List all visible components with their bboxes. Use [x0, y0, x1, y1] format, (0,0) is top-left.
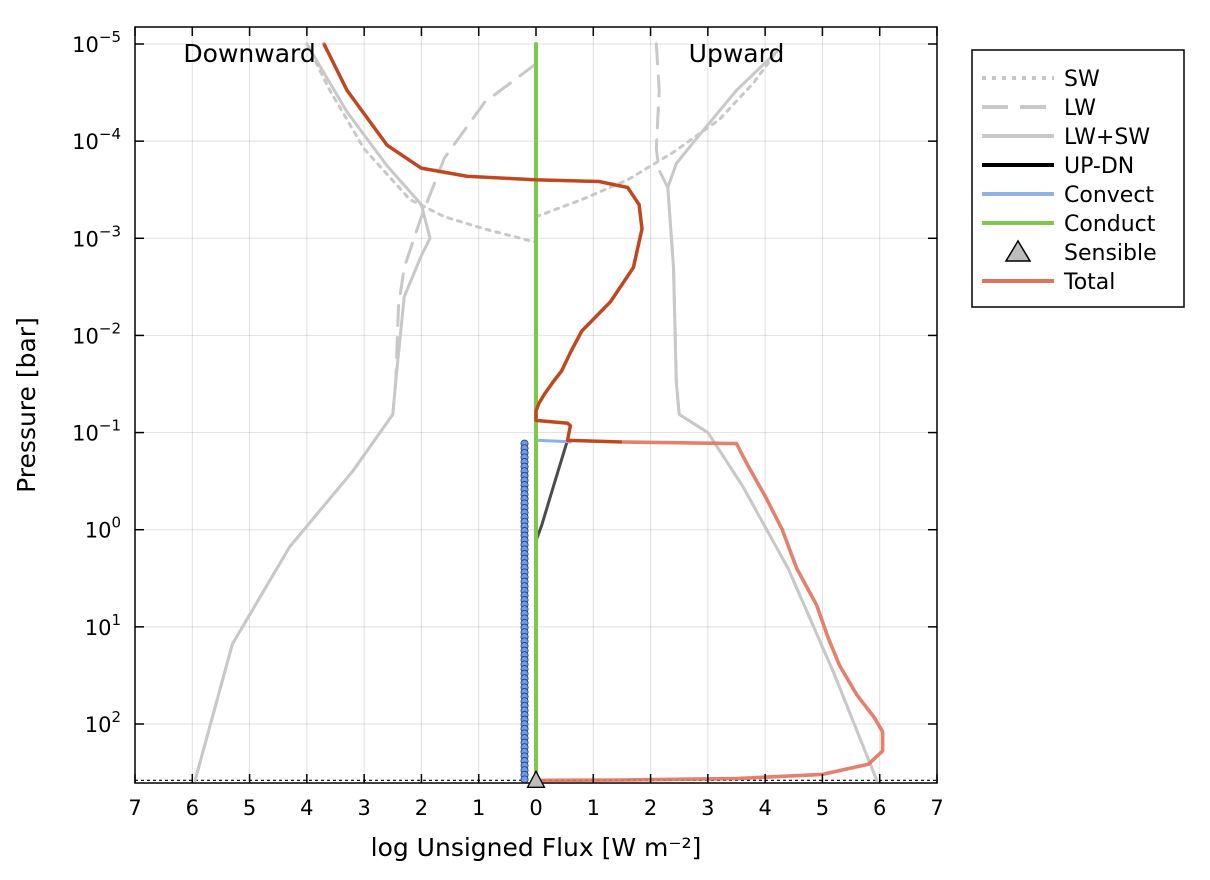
x-tick-label: 3: [357, 796, 370, 820]
legend-label: LW+SW: [1064, 125, 1150, 150]
y-tick-label: 100: [85, 514, 121, 543]
y-tick-label: 101: [85, 611, 121, 640]
series-total: [322, 42, 885, 783]
x-tick-label: 4: [300, 796, 313, 820]
annotation-downward: Downward: [183, 39, 315, 68]
legend-label: Conduct: [1064, 212, 1156, 237]
series-lw: [193, 62, 538, 782]
ticks: 7 6 5 4 3 2 1 0 1 2 3 4 5 6 710−510−410−310−210−110010…: [72, 27, 944, 820]
annotation-upward: Upward: [689, 39, 785, 68]
series-up-dn: [534, 438, 569, 543]
y-tick-label: 102: [85, 708, 121, 737]
legend: SW LW LW+SW UP-DN Convect Conduct Sensible Tota…: [971, 49, 1185, 308]
legend-label: Sensible: [1064, 241, 1157, 266]
legend-label: LW: [1064, 96, 1096, 121]
series-convect: [534, 438, 572, 444]
x-axis-label: log Unsigned Flux [W m⁻²]: [371, 833, 702, 862]
y-tick-label: 10−2: [72, 319, 121, 348]
y-axis-label: Pressure [bar]: [12, 317, 41, 493]
series-total-upper: [322, 43, 644, 444]
x-tick-label: 1: [472, 796, 485, 820]
legend-symbol: [1004, 239, 1032, 262]
legend-box: [971, 49, 1185, 308]
convect-marker: [520, 775, 529, 783]
legend-label: UP-DN: [1064, 154, 1134, 179]
y-tick-label: 10−3: [72, 222, 121, 251]
x-tick-label: 7: [930, 796, 943, 820]
series-layer: [135, 42, 937, 783]
x-tick-label: 5: [243, 796, 256, 820]
series-sensible-marker: [526, 769, 546, 788]
y-tick-label: 10−5: [72, 28, 121, 57]
series-sw: [305, 42, 538, 244]
x-tick-label: 6: [186, 796, 199, 820]
x-tick-label: 2: [415, 796, 428, 820]
series-lw-sw: [666, 50, 879, 782]
legend-label: SW: [1064, 67, 1100, 92]
x-tick-label: 6: [873, 796, 886, 820]
x-tick-label: 3: [701, 796, 714, 820]
x-tick-label: 5: [816, 796, 829, 820]
x-tick-label: 2: [644, 796, 657, 820]
series-lw-sw: [193, 42, 432, 782]
series-sw: [534, 50, 779, 219]
x-tick-label: 7: [128, 796, 141, 820]
legend-label: Convect: [1064, 183, 1154, 208]
y-tick-label: 10−4: [72, 125, 121, 154]
x-tick-label: 0: [529, 796, 542, 820]
y-tick-label: 10−1: [72, 417, 121, 446]
annotations: Downward Upward: [183, 39, 784, 68]
x-tick-label: 4: [758, 796, 771, 820]
x-tick-label: 1: [587, 796, 600, 820]
legend-label: Total: [1063, 270, 1115, 295]
